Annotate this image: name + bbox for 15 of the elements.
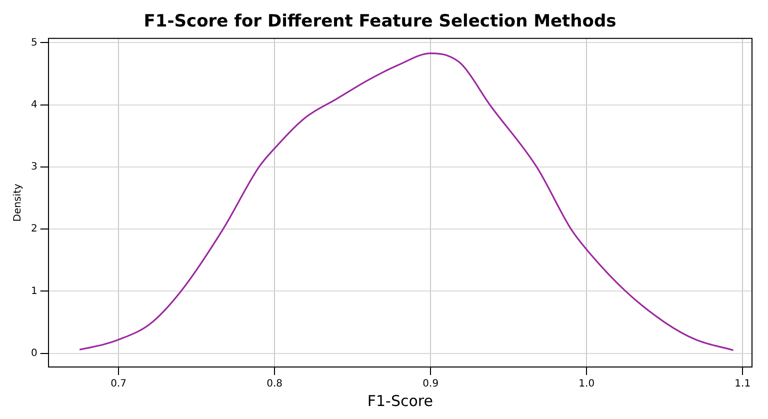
y-axis-title: Density (12, 184, 24, 222)
x-tick-label: 0.8 (266, 378, 283, 390)
line-series (78, 52, 734, 352)
y-tick-label: 3 (30, 162, 38, 173)
y-tick-label: 5 (30, 37, 38, 48)
y-tick-label: 0 (30, 348, 38, 359)
chart-title: F1-Score for Different Feature Selection Methods (144, 12, 616, 32)
x-axis-title: F1-Score (367, 392, 433, 410)
y-tick-label: 4 (30, 99, 38, 110)
x-tick-label: 1.1 (734, 378, 751, 390)
y-tick-label: 1 (30, 286, 38, 297)
x-tick-label: 1.0 (578, 378, 595, 390)
y-tick-label: 2 (30, 224, 38, 235)
x-tick-label: 0.9 (422, 378, 439, 390)
x-tick-label: 0.7 (110, 378, 127, 390)
